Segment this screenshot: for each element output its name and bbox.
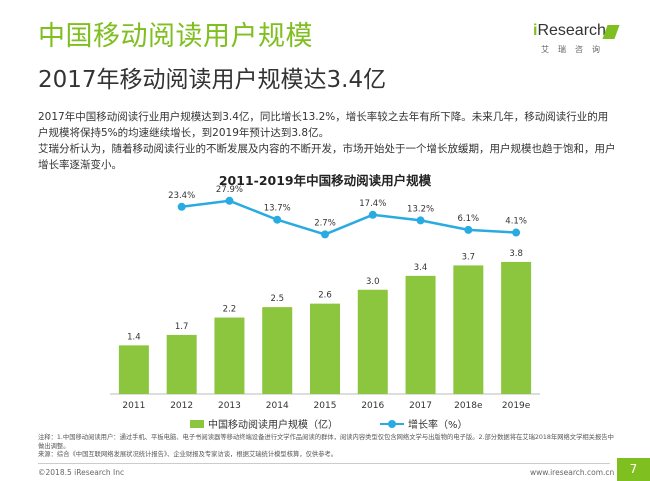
bar-2017 [405, 275, 436, 394]
growth-point-2013 [225, 196, 234, 205]
page-subtitle: 2017年移动阅读用户规模达3.4亿 [38, 67, 387, 93]
logo-subtitle: 艾瑞咨询 [541, 45, 609, 54]
legend-item-users: 中国移动阅读用户规模（亿） [190, 416, 338, 431]
bar-label-2016: 3.0 [366, 277, 380, 287]
paragraph-line-1: 2017年中国移动阅读行业用户规模达到3.4亿，同比增长13.2%，增长率较之去… [38, 111, 609, 139]
growth-point-2014 [273, 215, 282, 224]
x-tick-label-2018e: 2018e [454, 401, 483, 411]
growth-label-2016: 17.4% [359, 199, 386, 209]
x-tick-label-2014: 2014 [266, 401, 289, 411]
chart-notes: 注释：1.中国移动阅读用户：通过手机、平板电脑、电子书阅读器等移动终端设备进行文… [38, 434, 618, 460]
analysis-paragraph: 2017年中国移动阅读行业用户规模达到3.4亿，同比增长13.2%，增长率较之去… [38, 109, 618, 173]
bar-label-2017: 3.4 [414, 263, 428, 273]
growth-label-2015: 2.7% [314, 218, 336, 228]
growth-point-2016 [368, 210, 377, 219]
legend-label-growth: 增长率（%） [408, 420, 468, 431]
bar-2016 [357, 289, 388, 394]
growth-rate-line [181, 199, 517, 236]
bar-2013 [214, 317, 245, 394]
bar-label-2011: 1.4 [127, 332, 141, 342]
x-tick-label-2012: 2012 [170, 401, 193, 411]
growth-point-2018e [464, 225, 473, 234]
bar-label-2013: 2.2 [223, 305, 237, 315]
legend-label-users: 中国移动阅读用户规模（亿） [208, 420, 338, 431]
legend-line-swatch [380, 419, 404, 429]
footer-url[interactable]: www.iresearch.com.cn [530, 468, 615, 477]
page-number: 7 [617, 458, 650, 481]
bar-2014 [262, 307, 293, 394]
bar-label-2012: 1.7 [175, 322, 189, 332]
growth-point-2015 [321, 230, 329, 239]
x-tick-label-2015: 2015 [314, 401, 337, 411]
bar-label-2014: 2.5 [270, 294, 284, 304]
growth-label-2013: 27.9% [216, 185, 243, 195]
bar-label-2018e: 3.7 [462, 252, 476, 262]
x-tick-label-2011: 2011 [122, 401, 145, 411]
bar-label-2015: 2.6 [318, 291, 332, 301]
x-tick-label-2016: 2016 [361, 401, 384, 411]
growth-label-2017: 13.2% [407, 204, 434, 214]
bar-2018e [453, 265, 484, 394]
growth-label-2014: 13.7% [264, 204, 291, 214]
growth-label-2012: 23.4% [168, 191, 195, 201]
growth-point-2019e [512, 228, 521, 237]
bar-2015 [310, 303, 340, 394]
growth-point-2017 [416, 216, 425, 225]
paragraph-line-2: 艾瑞分析认为，随着移动阅读行业的不断发展及内容的不断开发，市场开始处于一个增长放… [38, 143, 616, 171]
x-tick-label-2013: 2013 [218, 401, 241, 411]
bar-2019e [501, 261, 532, 394]
bar-label-2019e: 3.8 [509, 249, 523, 259]
growth-label-2019e: 4.1% [505, 217, 527, 227]
footer-copyright: ©2018.5 iResearch Inc [38, 468, 125, 477]
chart-title: 2011-2019年中国移动阅读用户规模 [218, 173, 432, 188]
x-tick-label-2019e: 2019e [502, 401, 531, 411]
legend-item-growth: 增长率（%） [380, 416, 468, 431]
growth-label-2018e: 6.1% [458, 214, 480, 224]
growth-point-2012 [177, 202, 186, 211]
legend-bar-swatch [190, 419, 204, 428]
page-title: 中国移动阅读用户规模 [38, 21, 313, 52]
bar-2012 [166, 334, 197, 394]
footer-divider [38, 463, 610, 464]
note-line-1: 注释：1.中国移动阅读用户：通过手机、平板电脑、电子书阅读器等移动终端设备进行文… [38, 434, 614, 450]
iresearch-logo: iResearch 艾瑞咨询 [533, 22, 623, 62]
logo-name: iResearch [533, 22, 606, 39]
note-source: 来源：综合《中国互联网络发展状况统计报告》、企业财报及专家访谈，根据艾瑞统计模型… [38, 451, 338, 458]
x-tick-label-2017: 2017 [409, 401, 432, 411]
bar-2011 [118, 345, 149, 394]
